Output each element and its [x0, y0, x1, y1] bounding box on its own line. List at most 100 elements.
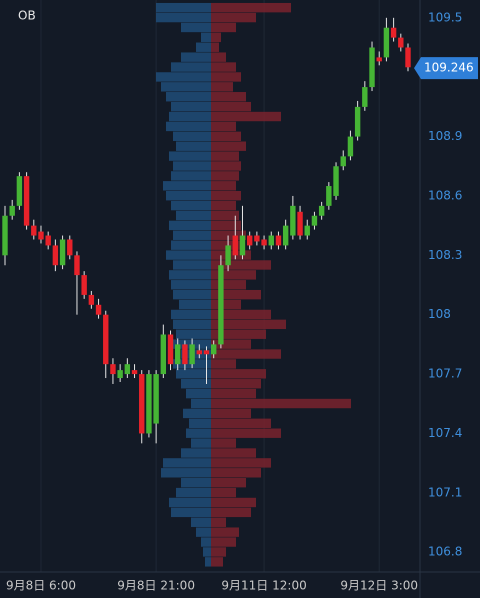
ask-bar — [211, 289, 261, 300]
y-tick-label: 106.8 — [428, 545, 462, 559]
bid-bar — [176, 369, 211, 379]
ask-bar — [211, 547, 226, 557]
ask-bar — [211, 517, 226, 527]
bid-bar — [169, 497, 211, 508]
order-book — [156, 2, 351, 567]
bid-bar — [181, 52, 211, 62]
ask-bar — [211, 111, 281, 122]
bid-bar — [186, 428, 211, 438]
ask-bar — [211, 190, 241, 201]
bid-bar — [171, 280, 211, 290]
candle-body — [81, 275, 87, 295]
y-tick-label: 108.3 — [428, 248, 462, 262]
candle-body — [347, 136, 354, 157]
ask-bar — [211, 220, 241, 231]
bid-bar — [196, 42, 211, 52]
candle-body — [282, 225, 289, 246]
candles — [2, 17, 411, 444]
candle-body — [290, 205, 296, 236]
candle-body — [74, 255, 80, 276]
bid-bar — [169, 220, 211, 231]
candle-body — [38, 231, 44, 240]
ask-bar — [211, 131, 241, 142]
ask-bar — [211, 161, 241, 171]
candle-body — [261, 239, 267, 246]
bid-bar — [189, 418, 211, 429]
bid-bar — [156, 2, 211, 13]
ask-bar — [211, 418, 271, 429]
candle-body — [196, 350, 203, 355]
ask-bar — [211, 2, 291, 13]
bid-bar — [203, 547, 211, 557]
bid-bar — [173, 260, 211, 270]
ask-bar — [211, 319, 286, 330]
candle-body — [354, 106, 361, 137]
y-tick-label: 107.1 — [428, 485, 462, 499]
candle-body — [110, 364, 116, 375]
ask-bar — [211, 250, 251, 260]
bid-bar — [166, 190, 211, 201]
ask-bar — [211, 359, 236, 369]
ask-bar — [211, 141, 246, 151]
candle-body — [369, 47, 375, 88]
bid-bar — [181, 379, 211, 389]
ask-bar — [211, 339, 251, 349]
y-tick-label: 107.4 — [428, 426, 462, 440]
candle-body — [31, 225, 37, 236]
ask-bar — [211, 477, 246, 488]
y-tick-label: 108.9 — [428, 129, 462, 143]
y-tick-label: 107.7 — [428, 367, 462, 381]
bid-bar — [205, 557, 211, 567]
candle-body — [88, 294, 95, 305]
bid-bar — [171, 101, 211, 112]
candle-body — [246, 235, 253, 246]
bid-bar — [181, 477, 211, 488]
ask-bar — [211, 438, 236, 448]
candle-body — [340, 156, 346, 167]
candle-body — [103, 314, 109, 365]
bid-bar — [201, 32, 211, 43]
bid-bar — [176, 329, 211, 339]
ask-bar — [211, 527, 239, 537]
bid-bar — [171, 200, 211, 211]
candle-body — [175, 344, 181, 365]
bid-bar — [156, 72, 211, 82]
bid-bar — [166, 92, 211, 102]
x-tick-label: 9月8日 21:00 — [117, 579, 195, 593]
candle-body — [390, 27, 397, 38]
bid-bar — [173, 319, 211, 330]
bid-bar — [179, 299, 211, 310]
candle-body — [232, 235, 238, 256]
bid-bar — [173, 131, 211, 142]
ask-bar — [211, 487, 236, 498]
candle-body — [239, 235, 246, 256]
bid-bar — [171, 62, 211, 72]
bid-bar — [181, 448, 211, 458]
bid-bar — [166, 250, 211, 260]
ask-bar — [211, 497, 256, 508]
candle-body — [52, 245, 59, 266]
x-tick-label: 9月8日 6:00 — [6, 579, 76, 593]
candle-body — [333, 166, 339, 196]
ask-bar — [211, 121, 236, 132]
ask-bar — [211, 42, 219, 52]
candle-body — [275, 235, 282, 246]
ask-bar — [211, 448, 256, 458]
bid-bar — [201, 537, 211, 547]
candle-body — [117, 370, 123, 379]
ask-bar — [211, 92, 246, 102]
ask-bar — [211, 72, 241, 82]
candle-body — [59, 239, 66, 266]
ask-bar — [211, 379, 261, 389]
bid-bar — [191, 398, 211, 409]
candle-body — [67, 239, 73, 256]
bid-bar — [176, 487, 211, 498]
candle-body — [210, 344, 217, 355]
candle-body — [16, 176, 23, 206]
candle-body — [131, 370, 138, 375]
candle-body — [268, 235, 274, 246]
bid-bar — [166, 121, 211, 132]
y-tick-label: 109.5 — [428, 10, 462, 24]
bid-bar — [173, 230, 211, 240]
